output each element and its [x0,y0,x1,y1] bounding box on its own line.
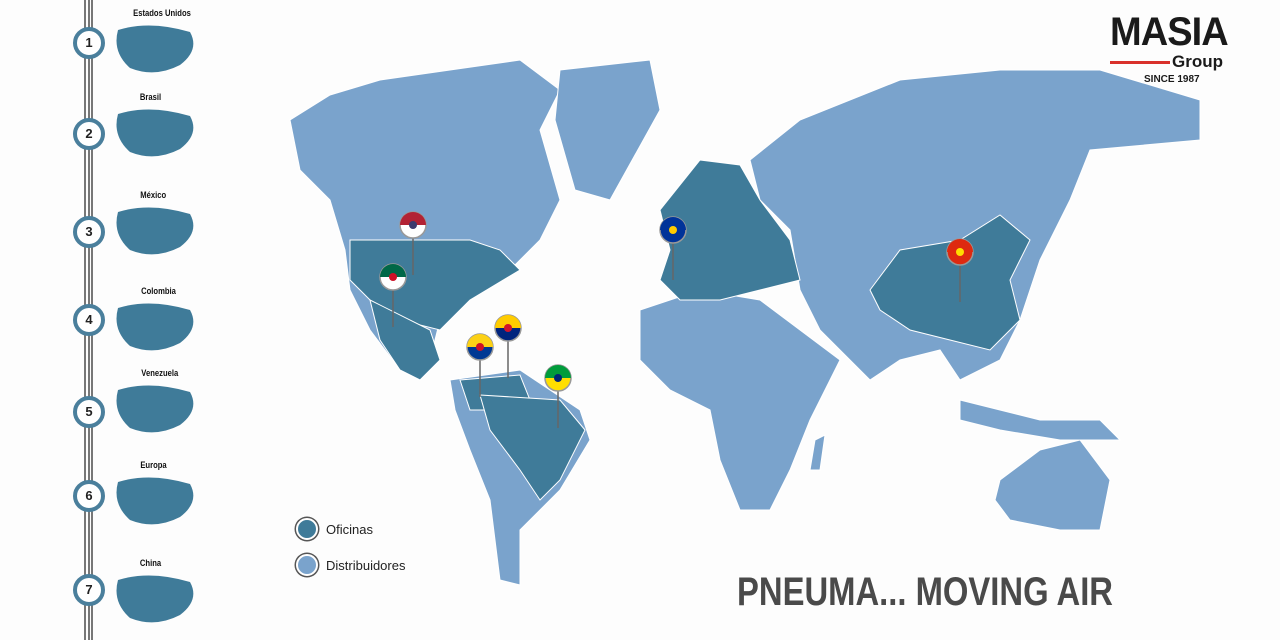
eu-flag-pin [659,216,687,280]
indonesia [959,399,1122,441]
asia [749,69,1201,381]
madagascar [809,434,826,471]
step-2: 2 [73,118,105,150]
step-4: 4 [73,304,105,336]
step-label: Brasil [139,92,162,102]
country-silhouette [116,25,194,73]
country-silhouette [116,303,194,351]
mexico [369,299,441,381]
logo-bar [1110,61,1170,64]
office-dot-icon [296,518,318,540]
step-label: México [140,190,167,200]
legend-label: Oficinas [326,521,373,537]
step-3: 3 [73,216,105,248]
step-label: Colombia [141,286,176,296]
slogan: PNEUMA... MOVING AIR [737,570,1114,614]
legend-distributors: Distribuidores [296,554,405,576]
step-5: 5 [73,396,105,428]
step-7: 7 [73,574,105,606]
step-label: Venezuela [141,368,179,378]
logo-sub: Group [1172,52,1223,71]
country-silhouette [116,109,194,157]
distributor-dot-icon [296,554,318,576]
step-1: 1 [73,27,105,59]
step-label: Estados Unidos [133,8,191,18]
step-label: China [139,558,162,568]
greenland [554,59,661,201]
venezuela-flag-pin [494,314,522,378]
australia [994,439,1111,531]
africa [639,289,841,511]
colombia-flag-pin [466,333,494,397]
china [869,214,1031,351]
china-flag-pin [946,238,974,302]
mexico-flag-pin [379,263,407,327]
logo-name: MASIA [1110,10,1229,54]
country-silhouette [116,477,194,525]
logo-since: SINCE 1987 [1144,74,1200,85]
usa-flag-pin [399,211,427,275]
country-silhouette [116,385,194,433]
europe [659,159,801,301]
masia-logo: MASIA Group SINCE 1987 [1110,10,1245,88]
brazil-flag-pin [544,364,572,428]
legend-label: Distribuidores [326,557,406,573]
legend-offices: Oficinas [296,518,373,540]
country-silhouette [116,575,194,623]
step-6: 6 [73,480,105,512]
step-label: Europa [140,460,167,470]
country-silhouette [116,207,194,255]
